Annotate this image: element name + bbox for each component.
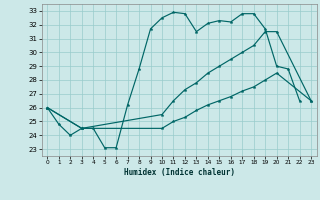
X-axis label: Humidex (Indice chaleur): Humidex (Indice chaleur) bbox=[124, 168, 235, 177]
